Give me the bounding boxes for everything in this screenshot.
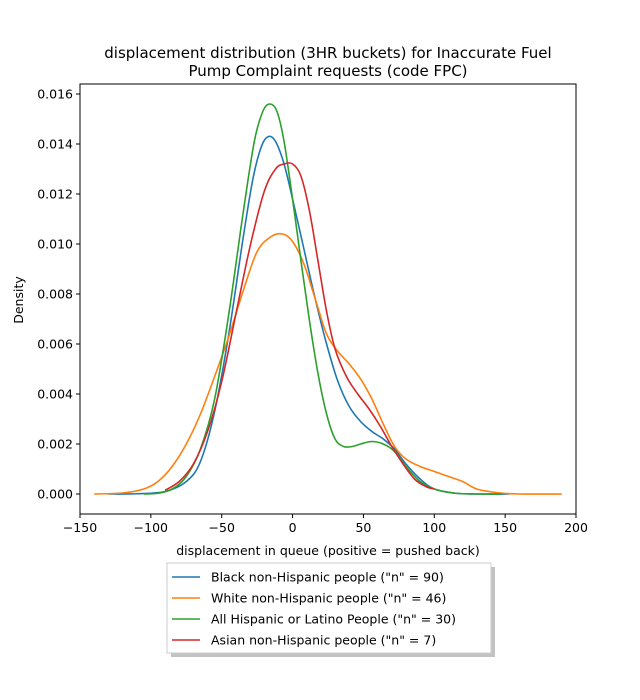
series-line-1 [94,232,562,495]
x-tick-label: −100 [134,520,168,535]
series-group [94,103,562,495]
x-tick-label: −50 [209,520,235,535]
x-axis: −150 −100 −50 0 50 100 150 200 [63,514,588,535]
y-axis: 0.000 0.002 0.004 0.006 0.008 0.010 0.012 0.014… [37,87,80,502]
legend-label: All Hispanic or Latino People ("n" = 30) [211,612,456,627]
chart-title-line2: Pump Complaint requests (code FPC) [188,62,467,80]
y-tick-label: 0.008 [37,287,73,302]
legend-label: White non-Hispanic people ("n" = 46) [211,591,446,606]
y-tick-label: 0.014 [37,137,73,152]
y-tick-label: 0.006 [37,337,73,352]
legend-label: Black non-Hispanic people ("n" = 90) [211,570,444,585]
x-tick-label: 50 [355,520,371,535]
x-tick-label: −150 [63,520,97,535]
plot-area [79,83,577,515]
y-axis-label: Density [11,276,26,324]
y-tick-label: 0.004 [37,387,73,402]
x-tick-label: 0 [289,520,297,535]
x-tick-label: 150 [493,520,517,535]
y-tick-label: 0.016 [37,87,73,102]
legend-label: Asian non-Hispanic people ("n" = 7) [211,633,436,648]
legend-box [166,562,492,654]
chart-title-line1: displacement distribution (3HR buckets) … [104,44,551,62]
y-tick-label: 0.012 [37,187,73,202]
series-line-3 [164,162,435,491]
x-axis-label: displacement in queue (positive = pushed… [176,543,480,558]
series-line-0 [108,135,510,495]
series-line-2 [143,103,503,495]
x-tick-label: 200 [564,520,588,535]
y-tick-label: 0.010 [37,237,73,252]
legend-entries: Black non-Hispanic people ("n" = 90) Whit… [172,570,456,648]
legend: Black non-Hispanic people ("n" = 90) Whit… [166,562,495,657]
y-tick-label: 0.000 [37,487,73,502]
x-tick-label: 100 [422,520,446,535]
y-tick-label: 0.002 [37,437,73,452]
